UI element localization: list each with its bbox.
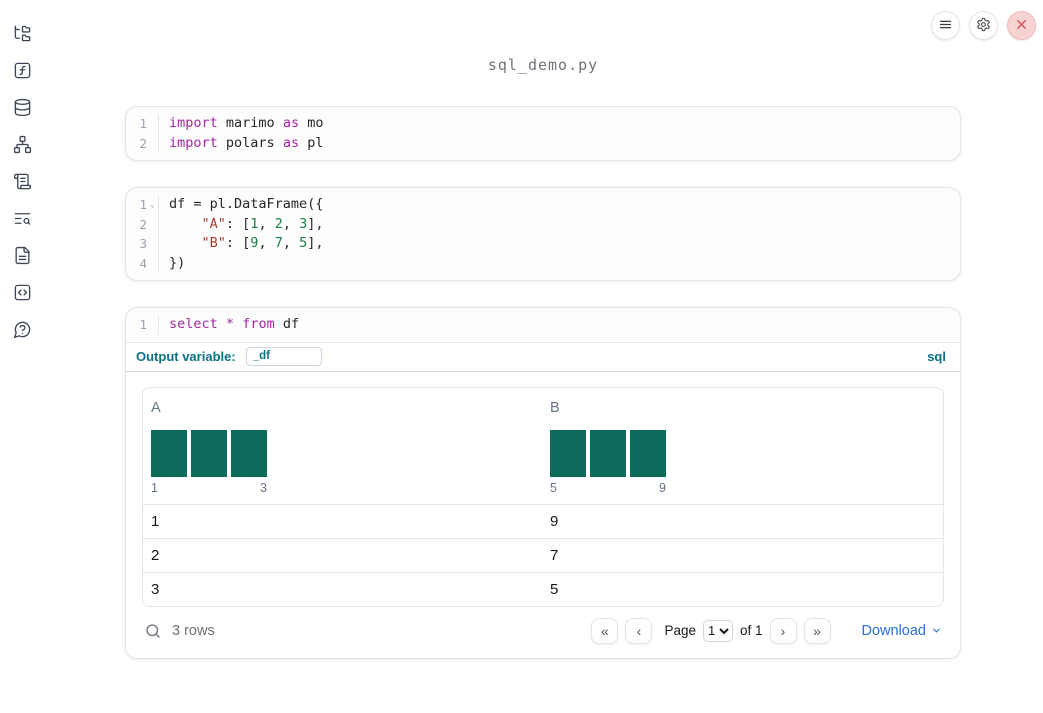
code-line: 1 ⌄ df = pl.DataFrame({ — [126, 195, 960, 215]
dependency-graph-icon[interactable] — [13, 135, 32, 154]
table-cell: 5 — [550, 580, 559, 598]
page-select[interactable]: 1 — [702, 619, 733, 642]
language-badge: sql — [927, 348, 946, 364]
table-footer: 3 rows « ‹ Page 1 of 1 › » Download — [142, 617, 944, 645]
code-line: 4}) — [126, 253, 960, 273]
shutdown-button[interactable] — [1007, 11, 1036, 40]
help-icon[interactable] — [13, 320, 32, 339]
table-cell: 2 — [151, 546, 160, 564]
table-cell: 1 — [151, 512, 160, 530]
output-variable-input[interactable] — [245, 346, 322, 366]
function-icon[interactable] — [13, 61, 32, 80]
sql-editor[interactable]: 1 select * from df — [126, 308, 960, 343]
column-name: B — [550, 399, 560, 416]
code-line: 1 select * from df — [126, 315, 960, 335]
menu-button[interactable] — [931, 11, 960, 40]
column-name: A — [151, 399, 161, 416]
row-count: 3 rows — [172, 622, 215, 639]
histogram-bar — [550, 429, 586, 477]
prev-page-button[interactable]: ‹ — [625, 617, 653, 644]
code-cell-dataframe: 1 ⌄ df = pl.DataFrame({2 "A": [1, 2, 3], 3 … — [125, 187, 961, 281]
database-icon[interactable] — [13, 98, 32, 117]
search-list-icon[interactable] — [13, 209, 32, 228]
gear-icon — [976, 17, 991, 35]
file-tree-icon[interactable] — [13, 24, 32, 43]
table-cell: 7 — [550, 546, 559, 564]
next-page-button[interactable]: › — [769, 617, 797, 644]
table-cell: 9 — [550, 512, 559, 530]
code-line: 3 "B": [9, 7, 5], — [126, 234, 960, 254]
scroll-icon[interactable] — [13, 172, 32, 191]
code-line: 1 import marimo as mo — [126, 114, 960, 134]
notebook-filename[interactable]: sql_demo.py — [487, 56, 599, 74]
column-histogram — [151, 429, 267, 477]
hamburger-icon — [938, 17, 953, 35]
notebook: sql_demo.py 1 import marimo as mo 2 import … — [125, 0, 961, 659]
chevron-down-icon — [933, 628, 940, 633]
document-icon[interactable] — [13, 246, 32, 265]
code-editor[interactable]: 1 import marimo as mo 2 import polars as pl — [126, 107, 960, 160]
pagination: « ‹ Page 1 of 1 › » Download — [591, 617, 943, 644]
histogram-bar — [630, 429, 666, 477]
top-controls — [931, 11, 1036, 40]
histogram-bar — [590, 429, 626, 477]
histogram-bar — [151, 429, 187, 477]
last-page-button[interactable]: » — [803, 617, 831, 644]
search-icon[interactable] — [144, 622, 162, 640]
settings-button[interactable] — [969, 11, 998, 40]
download-button[interactable]: Download — [862, 623, 943, 639]
close-icon — [1014, 17, 1029, 35]
table-cell: 3 — [151, 580, 160, 598]
code-line: 2 import polars as pl — [126, 133, 960, 153]
page-of-label: of 1 — [739, 623, 763, 638]
code-line: 2 "A": [1, 2, 3], — [126, 214, 960, 234]
sidebar-panel-icons — [0, 0, 44, 713]
code-editor[interactable]: 1 ⌄ df = pl.DataFrame({2 "A": [1, 2, 3], 3 … — [126, 188, 960, 280]
snippets-icon[interactable] — [13, 283, 32, 302]
histogram-bar — [231, 429, 267, 477]
code-cell-imports: 1 import marimo as mo 2 import polars as pl — [125, 106, 961, 161]
download-label: Download — [861, 622, 927, 639]
output-variable-label: Output variable: — [136, 348, 236, 364]
column-histogram — [550, 429, 666, 477]
histogram-bar — [191, 429, 227, 477]
first-page-button[interactable]: « — [591, 617, 619, 644]
page-label: Page — [664, 623, 696, 638]
output-variable-row: Output variable: sql — [126, 342, 960, 372]
